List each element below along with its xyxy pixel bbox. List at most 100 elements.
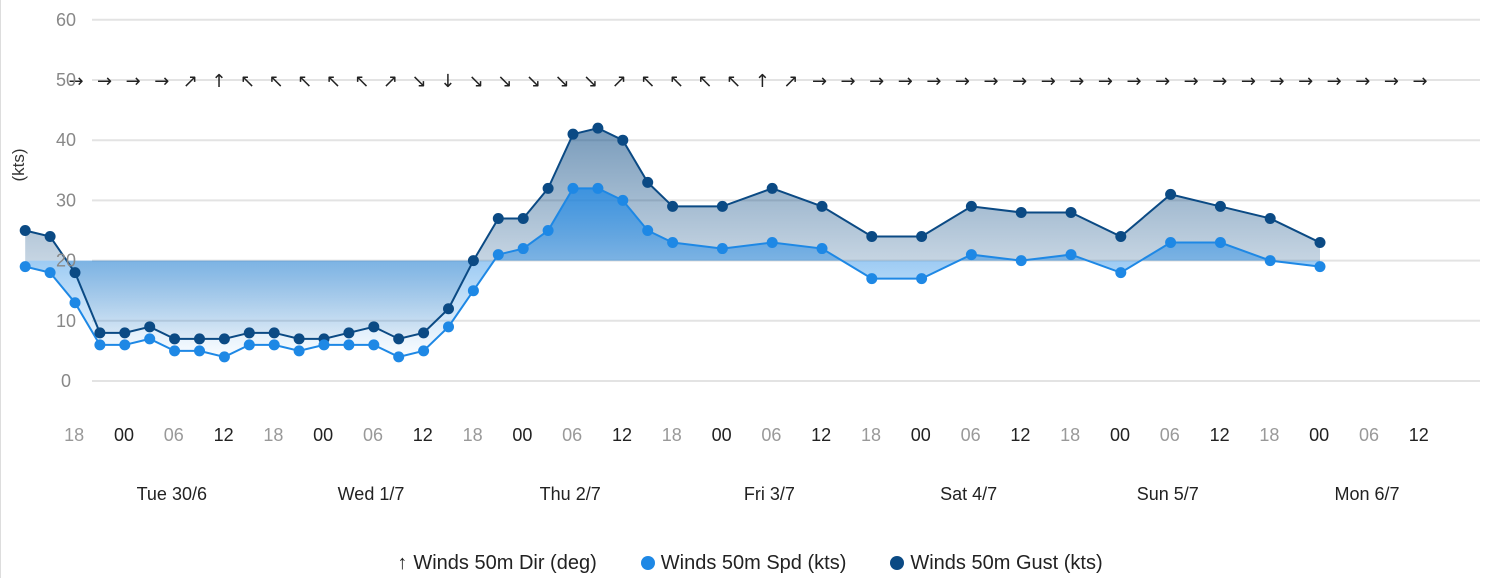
series-line (24, 187, 1321, 358)
data-point (243, 327, 255, 339)
direction-arrow-icon: → (1241, 71, 1256, 92)
data-point (916, 273, 928, 285)
data-point (542, 182, 554, 194)
x-hour-tick: 18 (64, 425, 84, 445)
chart-left-border (0, 0, 1, 578)
data-point (592, 182, 604, 194)
data-point (642, 225, 654, 236)
data-point (716, 200, 728, 212)
data-point (144, 333, 156, 345)
direction-arrow-icon: ↑ (755, 71, 770, 92)
x-hour-tick: 00 (712, 425, 732, 445)
direction-arrow-icon: → (869, 71, 884, 92)
direction-arrow-icon: → (926, 71, 941, 92)
direction-arrow-icon: → (97, 71, 112, 92)
data-point (19, 225, 31, 236)
data-point (169, 345, 181, 357)
legend-item-speed[interactable]: Winds 50m Spd (kts) (640, 551, 847, 575)
direction-arrow-icon: ↗ (783, 71, 798, 92)
direction-arrow-icon: ↖ (326, 71, 341, 92)
data-point (19, 261, 31, 273)
data-point (119, 327, 131, 339)
data-point (418, 345, 430, 357)
x-hour-tick: 00 (1110, 425, 1130, 445)
data-point (617, 194, 629, 206)
data-point (194, 345, 205, 357)
direction-arrow-icon: → (1069, 71, 1084, 92)
x-hour-tick: 06 (363, 425, 383, 445)
data-point (194, 333, 205, 345)
direction-arrow-icon: → (68, 71, 83, 92)
speed-dot-icon (640, 556, 655, 570)
x-hour-tick: 06 (164, 425, 184, 445)
legend-label-gust: Winds 50m Gust (kts) (910, 551, 1103, 574)
data-point (69, 267, 81, 279)
data-point (393, 351, 405, 363)
data-point (667, 200, 679, 212)
direction-arrow-icon: → (1327, 71, 1342, 92)
x-hour-tick: 00 (911, 425, 931, 445)
direction-arrow-icon: → (1126, 71, 1141, 92)
x-hour-tick: 00 (114, 425, 134, 445)
direction-arrow-icon: → (841, 71, 856, 92)
direction-arrow-icon: ↑ (211, 71, 226, 92)
x-hour-tick: 18 (1259, 425, 1279, 445)
x-hour-tick: 12 (612, 425, 632, 445)
data-point (69, 297, 81, 309)
direction-arrow-icon: ↖ (640, 71, 655, 92)
data-point (443, 321, 454, 333)
x-day-label: Tue 30/6 (137, 484, 207, 504)
data-point (1214, 200, 1226, 212)
x-hour-tick: 06 (1160, 425, 1180, 445)
direction-arrow-icon: ↗ (612, 71, 627, 92)
data-point (467, 285, 479, 297)
direction-arrow-icon: → (1212, 71, 1227, 92)
data-point (368, 321, 380, 333)
data-point (866, 231, 878, 243)
legend-item-direction[interactable]: ↑ Winds 50m Dir (deg) (397, 552, 596, 575)
legend-label-speed: Winds 50m Spd (kts) (660, 551, 847, 574)
x-day-label: Wed 1/7 (338, 484, 405, 504)
x-hour-tick: 12 (811, 425, 831, 445)
direction-arrow-icon: ↖ (297, 71, 312, 92)
x-hour-tick: 18 (662, 425, 682, 445)
arrow-up-icon: ↑ (397, 552, 408, 574)
data-point (766, 237, 778, 249)
y-tick-label: 30 (56, 190, 76, 210)
data-point (119, 339, 131, 351)
data-point (965, 200, 977, 212)
data-point (642, 176, 654, 188)
direction-arrow-icon: → (1412, 71, 1427, 92)
direction-arrow-icon: ↘ (497, 71, 512, 92)
direction-arrow-icon: ↖ (269, 71, 284, 92)
data-point (1214, 237, 1226, 249)
x-hour-tick: 18 (263, 425, 283, 445)
x-hour-tick: 06 (1359, 425, 1379, 445)
data-point (243, 339, 255, 351)
direction-arrow-icon: ↖ (698, 71, 713, 92)
direction-arrow-icon: → (984, 71, 999, 92)
data-point (343, 327, 355, 339)
data-point (866, 273, 878, 285)
direction-arrow-icon: → (898, 71, 913, 92)
data-point (567, 182, 579, 194)
data-point (667, 237, 679, 249)
legend-item-gust[interactable]: Winds 50m Gust (kts) (890, 551, 1103, 575)
y-tick-label: 50 (56, 70, 76, 90)
x-hour-tick: 06 (961, 425, 981, 445)
data-point (44, 231, 56, 243)
series-line (24, 127, 1321, 340)
data-point (766, 182, 778, 194)
y-tick-label: 40 (56, 130, 76, 150)
data-point (1115, 231, 1127, 243)
gust-dot-icon (890, 556, 905, 570)
data-point (44, 267, 56, 279)
direction-arrow-icon: ↘ (583, 71, 598, 92)
x-day-label: Thu 2/7 (540, 484, 601, 504)
y-tick-label: 10 (56, 311, 76, 331)
data-point (816, 200, 828, 212)
legend-label-direction: Winds 50m Dir (deg) (413, 551, 597, 574)
x-day-label: Sat 4/7 (940, 484, 997, 504)
direction-arrow-icon: → (812, 71, 827, 92)
data-point (1015, 206, 1027, 218)
